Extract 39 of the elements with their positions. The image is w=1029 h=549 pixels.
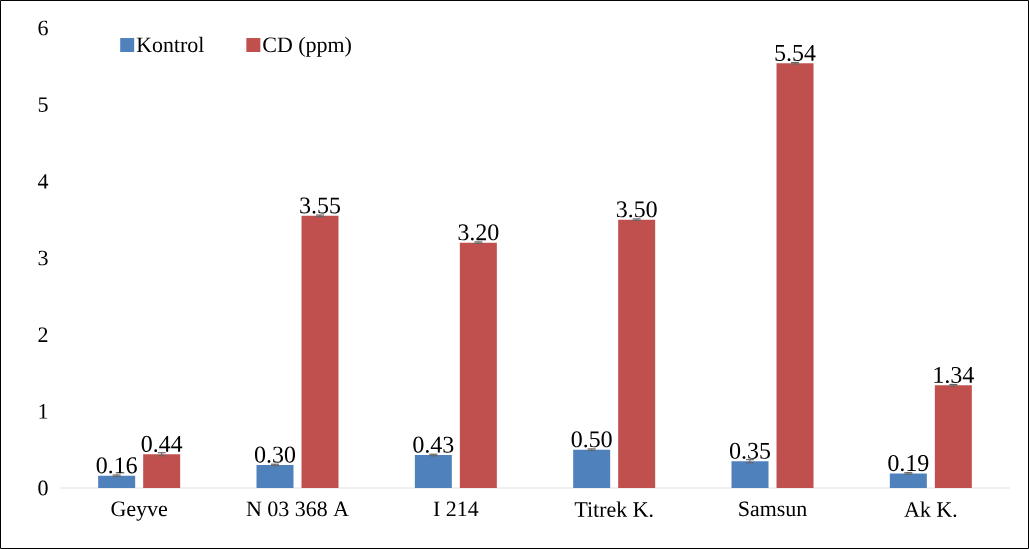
bar — [934, 385, 972, 488]
bar — [889, 473, 927, 488]
data-label: 0.16 — [96, 457, 137, 474]
bar — [301, 215, 339, 488]
bar — [618, 219, 656, 488]
y-tick-label: 4 — [37, 174, 49, 189]
data-label: 1.34 — [934, 366, 974, 384]
x-tick-label: Titrek K. — [574, 501, 653, 518]
y-tick-label: 5 — [38, 97, 48, 112]
x-tick-label: Geyve — [111, 501, 168, 521]
data-label: 3.55 — [300, 197, 340, 214]
y-tick-label: 3 — [38, 250, 48, 266]
data-label: 0.43 — [413, 436, 454, 453]
x-tick-label: Ak K. — [904, 501, 957, 518]
y-tick-label: 2 — [38, 327, 48, 342]
legend-label: CD (ppm) — [263, 36, 351, 57]
data-label: 3.20 — [458, 224, 499, 241]
x-tick-label: N 03 368 A — [246, 501, 349, 517]
bar — [143, 454, 181, 488]
x-tick-label: Samsun — [739, 501, 807, 517]
y-tick-label: 6 — [38, 20, 48, 36]
data-label: 0.50 — [571, 431, 612, 448]
bar — [98, 475, 136, 488]
data-label: 5.54 — [775, 44, 816, 62]
bar — [414, 455, 452, 488]
data-label: 0.35 — [729, 442, 770, 459]
data-label: 0.19 — [888, 454, 929, 472]
bar — [459, 242, 497, 488]
y-tick-label: 1 — [39, 404, 48, 419]
bar — [776, 63, 814, 488]
data-label: 0.30 — [254, 446, 296, 463]
legend-label: Kontrol — [136, 36, 204, 53]
bar — [731, 461, 769, 488]
bar — [256, 465, 294, 488]
data-label: 3.50 — [616, 201, 657, 218]
x-tick-label: I 214 — [433, 501, 479, 517]
y-tick-label: 0 — [38, 480, 48, 496]
bar — [573, 449, 611, 488]
data-label: 0.44 — [141, 435, 183, 453]
